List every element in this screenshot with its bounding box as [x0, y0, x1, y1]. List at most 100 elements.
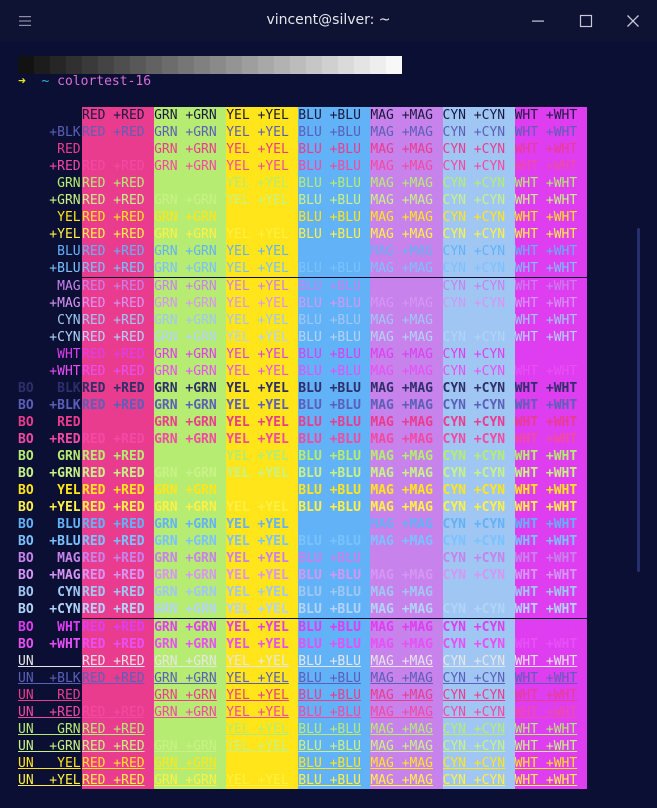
colortest-cell: MAG +MAG: [370, 311, 443, 329]
colortest-row-label: BO BLK: [18, 380, 81, 396]
colortest-cell: BLU +BLU: [298, 226, 371, 244]
minimize-button[interactable]: [527, 10, 549, 32]
colortest-cell: GRN +GRN: [154, 669, 227, 687]
colortest-cell: WHT +WHT: [514, 243, 588, 261]
colortest-cell: BLU +BLU: [298, 754, 371, 772]
colortest-cell: BLU +BLU: [298, 311, 371, 329]
colortest-cell: YEL +YEL: [226, 345, 299, 363]
colortest-cell: MAG +MAG: [370, 737, 443, 755]
colortest-cell: WHT +WHT: [514, 516, 588, 534]
colortest-cell: GRN +GRN: [154, 158, 227, 176]
grayscale-swatch: [34, 56, 50, 74]
colortest-cell: BLU +BLU: [298, 328, 371, 346]
menu-button[interactable]: [14, 10, 36, 32]
colortest-row-label: BO +YEL: [18, 500, 81, 516]
colortest-cell: CYN +CYN: [442, 618, 516, 636]
colortest-cell: BLU +BLU: [298, 703, 371, 721]
colortest-row-label: MAG: [18, 278, 81, 294]
colortest-cell: YEL +YEL: [226, 396, 299, 414]
colortest-cell: RED +RED: [82, 465, 155, 483]
colortest-cell: WHT +WHT: [514, 550, 588, 568]
colortest-cell: GRN +GRN: [154, 771, 227, 789]
colortest-cell: GRN +GRN: [154, 618, 227, 636]
colortest-cell: WHT +WHT: [514, 720, 588, 738]
colortest-cell: GRN +GRN: [154, 516, 227, 534]
colortest-cell: MAG +MAG: [370, 601, 443, 619]
colortest-cell: YEL +YEL: [226, 635, 299, 653]
colortest-cell: RED +RED: [82, 482, 155, 500]
colortest-row-label: UN +GRN: [18, 738, 81, 754]
prompt-arrow: ➜: [18, 74, 26, 89]
colortest-cell: MAG +MAG: [370, 516, 443, 534]
colortest-cell: RED +RED: [82, 567, 155, 585]
colortest-cell: RED +RED: [82, 362, 155, 380]
colortest-cell: MAG +MAG: [370, 652, 443, 670]
colortest-row-label: GRN: [18, 176, 81, 192]
colortest-cell: BLU +BLU: [298, 669, 371, 687]
scrollbar[interactable]: [637, 228, 640, 572]
colortest-cell: CYN +CYN: [442, 124, 516, 142]
colortest-cell: WHT +WHT: [514, 754, 588, 772]
colortest-row-label: BO +BLK: [18, 397, 81, 413]
colortest-cell: WHT +WHT: [514, 533, 588, 551]
colortest-cell: YEL +YEL: [226, 362, 299, 380]
close-icon: [627, 15, 639, 27]
colortest-cell: RED +RED: [82, 686, 155, 704]
colortest-cell: CYN +CYN: [442, 652, 516, 670]
grayscale-swatch: [242, 56, 258, 74]
maximize-button[interactable]: [575, 10, 597, 32]
colortest-cell: WHT +WHT: [514, 260, 588, 278]
colortest-row-label: +MAG: [18, 295, 81, 311]
colortest-cell: WHT +WHT: [514, 430, 588, 448]
colortest-cell: CYN +CYN: [442, 328, 516, 346]
colortest-cell: MAG +MAG: [370, 175, 443, 193]
colortest-header-cell: WHT +WHT: [514, 107, 588, 124]
grayscale-bar: [18, 56, 402, 74]
colortest-cell: GRN +GRN: [154, 635, 227, 653]
colortest-cell: BLU +BLU: [298, 652, 371, 670]
colortest-cell: CYN +CYN: [442, 720, 516, 738]
colortest-cell: MAG +MAG: [370, 209, 443, 227]
colortest-cell: WHT +WHT: [514, 703, 588, 721]
colortest-cell: CYN +CYN: [442, 465, 516, 483]
colortest-cell: BLU +BLU: [298, 294, 371, 312]
colortest-cell: MAG +MAG: [370, 226, 443, 244]
colortest-cell: BLU +BLU: [298, 567, 371, 585]
colortest-cell: BLU +BLU: [298, 516, 371, 534]
colortest-cell: RED +RED: [82, 601, 155, 619]
colortest-cell: CYN +CYN: [442, 396, 516, 414]
colortest-cell: GRN +GRN: [154, 737, 227, 755]
colortest-cell: MAG +MAG: [370, 482, 443, 500]
colortest-cell: CYN +CYN: [442, 260, 516, 278]
colortest-row-label: BO +BLU: [18, 534, 81, 550]
colortest-cell: YEL +YEL: [226, 192, 299, 210]
colortest-cell: BLU +BLU: [298, 141, 371, 159]
shell-prompt: ➜ ~ colortest-16: [18, 73, 151, 90]
terminal-view[interactable]: ➜ ~ colortest-16 RED +RED GRN +GRN YEL +YE…: [0, 42, 657, 808]
colortest-cell: RED +RED: [82, 396, 155, 414]
colortest-cell: BLU +BLU: [298, 430, 371, 448]
colortest-cell: GRN +GRN: [154, 396, 227, 414]
colortest-cell: RED +RED: [82, 669, 155, 687]
colortest-cell: WHT +WHT: [514, 277, 588, 295]
colortest-cell: CYN +CYN: [442, 737, 516, 755]
colortest-cell: BLU +BLU: [298, 345, 371, 363]
colortest-cell: YEL +YEL: [226, 533, 299, 551]
grayscale-swatch: [354, 56, 370, 74]
colortest-cell: GRN +GRN: [154, 328, 227, 346]
colortest-cell: CYN +CYN: [442, 294, 516, 312]
colortest-row-label: UN: [18, 653, 81, 669]
colortest-row-label: BO +CYN: [18, 602, 81, 618]
colortest-cell: BLU +BLU: [298, 362, 371, 380]
colortest-header-cell: YEL +YEL: [226, 107, 299, 124]
colortest-cell: CYN +CYN: [442, 601, 516, 619]
close-button[interactable]: [622, 10, 644, 32]
colortest-cell: WHT +WHT: [514, 669, 588, 687]
colortest-cell: MAG +MAG: [370, 771, 443, 789]
colortest-row-label: BO +RED: [18, 431, 81, 447]
colortest-cell: MAG +MAG: [370, 345, 443, 363]
colortest-cell: GRN +GRN: [154, 720, 227, 738]
colortest-cell: GRN +GRN: [154, 584, 227, 602]
grayscale-swatch: [338, 56, 354, 74]
colortest-cell: RED +RED: [82, 209, 155, 227]
